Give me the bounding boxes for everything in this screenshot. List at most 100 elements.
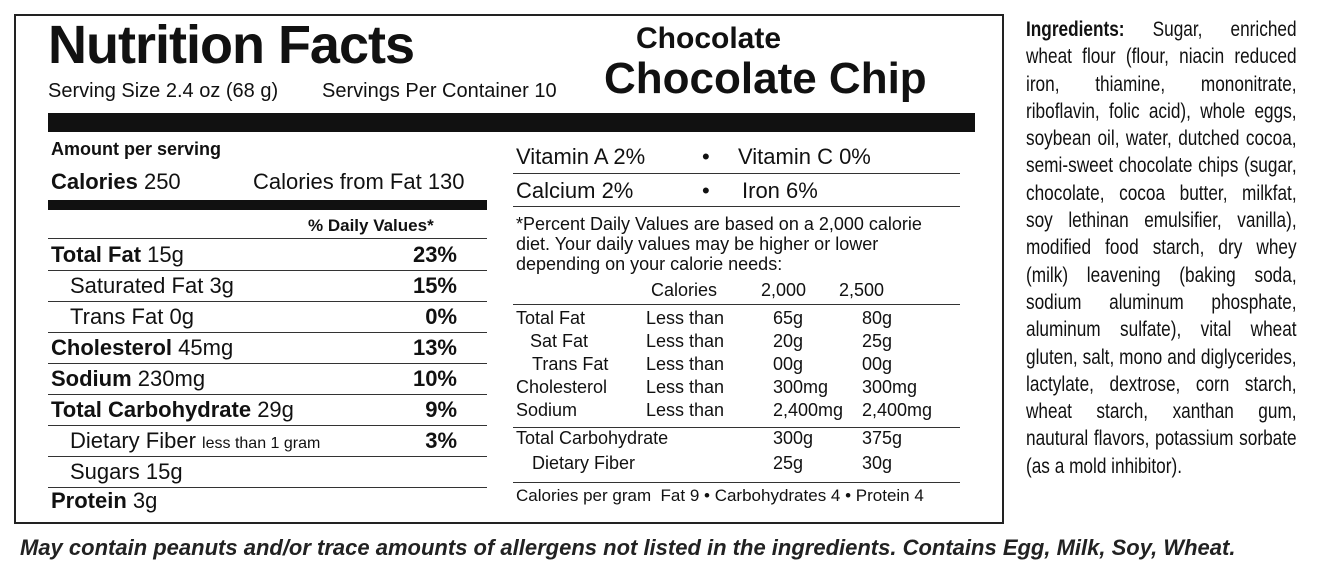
- nutrient-name: Total Fat: [51, 242, 142, 267]
- dv-header-cell: 2,000: [761, 280, 807, 300]
- nutrient-dv: 23%: [412, 242, 457, 267]
- dv-table-cell: Cholesterol: [516, 377, 608, 397]
- ingredients-text: Sugar, enriched wheat flour (flour, niac…: [1026, 18, 1297, 478]
- dv-table-cell: Less than: [646, 331, 725, 351]
- nutrient-dv: 15%: [412, 273, 457, 298]
- dv-table-cell: 65g: [773, 308, 804, 328]
- thick-bar: [48, 200, 487, 210]
- nutrient-row: Total Fat 15g 23%: [48, 240, 487, 271]
- nutrient-row: Trans Fat 0g 0%: [48, 302, 487, 333]
- dv-table-cell: Total Carbohydrate: [516, 428, 669, 448]
- nutrient-amount: 45mg: [178, 335, 234, 360]
- daily-values-header: % Daily Values*: [308, 216, 434, 235]
- nutrient-row: Saturated Fat 3g 15%: [48, 271, 487, 302]
- dv-table-cell: 30g: [862, 453, 893, 473]
- dv-table-row: Total Carbohydrate 300g 375g: [516, 427, 960, 450]
- dv-table-cell: 2,400mg: [773, 400, 844, 420]
- nutrient-row: Dietary Fiber less than 1 gram 3%: [48, 426, 487, 457]
- nutrient-row: Protein 3g: [48, 486, 487, 516]
- dv-table-row: Sodium Less than 2,400mg 2,400mg: [516, 399, 960, 422]
- nutrient-dv: 10%: [412, 366, 457, 391]
- dv-table-cell: Trans Fat: [532, 354, 609, 374]
- nutrient-dv: 9%: [425, 397, 457, 422]
- dv-table-cell: 25g: [862, 331, 893, 351]
- flavor-line-1: Chocolate: [636, 22, 782, 55]
- thick-bar: [48, 113, 975, 132]
- nutrient-amount: 29g: [257, 397, 294, 422]
- flavor-line-2: Chocolate Chip: [604, 54, 927, 103]
- nutrient-name: Protein: [51, 488, 127, 513]
- calories: Calories 250: [51, 169, 181, 195]
- dv-table-cell: 300mg: [862, 377, 918, 397]
- vitamin: Vitamin C 0%: [738, 144, 871, 169]
- rule: [513, 173, 960, 174]
- nutrient-amount: less than 1 gram: [202, 435, 321, 452]
- dv-table-row: Cholesterol Less than 300mg 300mg: [516, 376, 960, 399]
- calories-from-fat: Calories from Fat 130: [253, 169, 465, 194]
- dv-table-cell: 00g: [773, 354, 804, 374]
- dv-table-cell: Sodium: [516, 400, 578, 420]
- vitamin: Iron 6%: [742, 178, 818, 203]
- serving-size: Serving Size 2.4 oz (68 g): [48, 80, 279, 102]
- dv-table-header: Calories 2,000 2,500: [516, 279, 960, 302]
- calories-per-gram: Calories per gram Fat 9 • Carbohydrates …: [516, 486, 924, 505]
- dv-table-row: Sat Fat Less than 20g 25g: [516, 330, 960, 353]
- vitamin: Vitamin A 2%: [516, 144, 646, 169]
- nutrient-name: Sugars: [70, 459, 140, 484]
- nutrient-amount: 15g: [145, 459, 183, 484]
- dv-table-row: Total Fat Less than 65g 80g: [516, 307, 960, 330]
- rule: [513, 206, 960, 207]
- nutrient-name: Sodium: [51, 366, 132, 391]
- nutrient-name: Saturated Fat: [70, 273, 204, 298]
- dv-table-cell: Less than: [646, 354, 725, 374]
- footnote: *Percent Daily Values are based on a 2,0…: [516, 214, 922, 274]
- dv-table-cell: 375g: [862, 428, 903, 448]
- bullet: •: [702, 178, 710, 203]
- dv-table-cell: Less than: [646, 400, 725, 420]
- dv-table-cell: 20g: [773, 331, 804, 351]
- nutrient-row: Sugars 15g: [48, 457, 487, 488]
- nutrient-name: Trans Fat: [70, 304, 164, 329]
- ingredients-label: Ingredients:: [1026, 18, 1125, 41]
- nutrient-name: Dietary Fiber: [70, 428, 196, 453]
- rule: [513, 304, 960, 305]
- dv-table-row: Trans Fat Less than 00g 00g: [516, 353, 960, 376]
- nutrient-dv: 0%: [425, 304, 457, 329]
- rule: [513, 427, 960, 428]
- nutrient-amount: 230mg: [137, 366, 206, 391]
- dv-table-cell: 80g: [862, 308, 893, 328]
- dv-table-cell: Total Fat: [516, 308, 586, 328]
- nutrient-row: Total Carbohydrate 29g 9%: [48, 395, 487, 426]
- dv-table-cell: 25g: [773, 453, 804, 473]
- nutrient-name: Total Carbohydrate: [51, 397, 252, 422]
- amount-per-serving: Amount per serving: [51, 139, 222, 159]
- title: Nutrition Facts: [48, 15, 415, 75]
- label-box: [14, 14, 1004, 524]
- nutrient-row: Sodium 230mg 10%: [48, 364, 487, 395]
- dv-header-cell: Calories: [651, 280, 718, 300]
- dv-table-cell: Less than: [646, 308, 725, 328]
- nutrient-amount: 3g: [209, 273, 234, 298]
- nutrient-row: Cholesterol 45mg 13%: [48, 333, 487, 364]
- nutrient-amount: 0g: [169, 304, 194, 329]
- bullet: •: [702, 144, 710, 169]
- dv-table-cell: Sat Fat: [530, 331, 589, 351]
- dv-header-cell: 2,500: [839, 280, 885, 300]
- nutrient-name: Cholesterol: [51, 335, 173, 360]
- dv-table-cell: Less than: [646, 377, 725, 397]
- dv-table-cell: 300g: [773, 428, 814, 448]
- vitamin: Calcium 2%: [516, 178, 634, 203]
- servings-per-container: Servings Per Container 10: [322, 80, 557, 102]
- dv-table-cell: 300mg: [773, 377, 829, 397]
- dv-table-cell: Dietary Fiber: [532, 453, 636, 473]
- nutrient-dv: 3%: [425, 428, 457, 453]
- allergen-statement: May contain peanuts and/or trace amounts…: [20, 535, 1236, 560]
- dv-table-cell: 2,400mg: [862, 400, 933, 420]
- dv-table-cell: 00g: [862, 354, 893, 374]
- nutrient-dv: 13%: [412, 335, 457, 360]
- nutrient-amount: 3g: [132, 488, 158, 513]
- calories-value: 250: [143, 169, 181, 194]
- nutrient-amount: 15g: [147, 242, 184, 267]
- dv-table-row: Dietary Fiber 25g 30g: [516, 452, 960, 475]
